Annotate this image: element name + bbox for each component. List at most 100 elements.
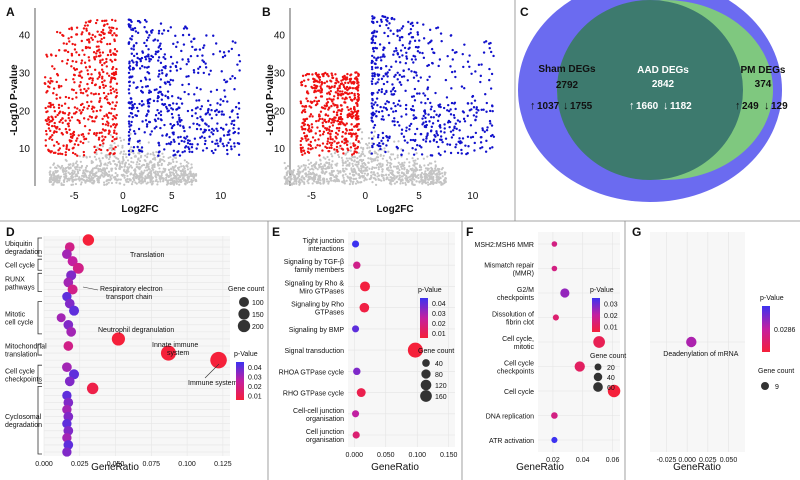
ns-point [382,174,385,177]
down-point [326,142,329,146]
up-point [377,89,381,92]
ns-point [97,167,100,170]
ns-point [389,164,392,167]
size-legend-dot [239,297,249,307]
up-point [451,48,454,52]
ns-point [331,155,334,158]
up-point [450,70,454,74]
ns-point [392,176,395,179]
term-point [359,302,370,313]
ns-point [60,183,63,186]
down-point [107,92,110,96]
up-point [172,131,175,134]
down-point [71,59,74,63]
up-point [385,135,388,138]
ns-point [93,175,96,178]
down-point [62,144,65,147]
ns-point [398,178,401,181]
down-point [338,126,341,130]
up-point [201,149,205,152]
ns-point [306,180,309,183]
up-point [467,145,470,148]
ns-point [434,173,437,176]
ns-point [392,165,396,168]
ns-point [172,183,176,186]
ns-point [345,157,348,160]
up-point [215,113,218,117]
down-point [299,139,303,143]
ns-point [440,181,443,185]
term-point [593,336,605,348]
down-point [356,88,359,91]
ns-point [367,161,370,164]
ns-point [374,183,378,186]
ns-point [73,170,76,174]
down-point [110,18,114,22]
group-bracket [37,272,42,292]
ns-point [193,175,196,178]
down-point [57,149,60,152]
up-point [135,60,138,64]
ns-point [368,167,371,170]
down-point [101,51,105,54]
ns-point [52,172,56,175]
up-point [227,141,230,145]
down-point [355,151,359,154]
up-point [491,105,494,108]
term-label: Mismatch repair (MMR) [484,263,534,278]
up-point [210,131,213,134]
down-point [336,87,340,90]
down-point [58,110,62,113]
ns-point [163,160,166,163]
ns-point [401,162,404,165]
down-point [301,74,305,78]
group-bracket [37,364,42,384]
ns-point [312,179,316,182]
ns-point [307,182,310,185]
ns-point [326,180,329,183]
up-point [171,79,175,82]
ns-point [351,173,354,176]
ns-point [97,169,100,172]
down-point [330,143,333,147]
up-point [380,139,383,143]
down-point [63,102,67,105]
up-point [133,132,137,135]
down-point [52,106,56,109]
up-point [376,104,379,107]
up-point [395,49,398,52]
down-point [314,72,318,75]
down-point [48,85,51,89]
down-point [95,134,98,137]
up-point [431,62,434,65]
up-point [446,143,449,146]
up-point [237,101,241,105]
ns-point [188,180,191,184]
ns-point [413,168,416,171]
ns-point [153,165,156,169]
ns-point [67,171,70,174]
term-point [353,261,361,269]
down-point [356,98,359,101]
up-point [412,109,416,112]
up-point [153,38,157,41]
up-point [371,54,374,58]
down-point [68,40,71,43]
down-point [301,121,304,125]
up-point [174,34,177,38]
term-point [69,369,80,380]
ns-point [429,182,433,185]
ns-point [426,173,429,176]
down-point [111,87,115,90]
ns-point [310,164,314,168]
ns-point [79,160,82,163]
ns-point [311,182,314,185]
color-scale-bar [420,298,428,338]
up-point [379,56,382,59]
down-point [300,111,304,114]
venn-label-sham: Sham DEGs [538,64,596,75]
up-point [456,119,460,122]
up-point [195,86,199,90]
down-point [329,135,332,139]
